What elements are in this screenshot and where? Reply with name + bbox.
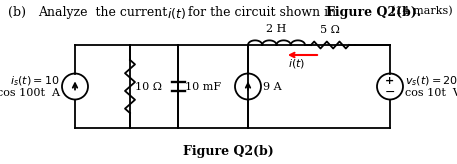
Text: 2 H: 2 H [266, 24, 287, 34]
Text: $i(t)$: $i(t)$ [167, 6, 186, 21]
Text: −: − [385, 86, 395, 99]
Text: cos 10t  V: cos 10t V [405, 88, 457, 98]
Text: Figure Q2(b).: Figure Q2(b). [326, 6, 421, 19]
Text: (14 marks): (14 marks) [391, 6, 453, 16]
Text: for the circuit shown in: for the circuit shown in [184, 6, 340, 19]
Text: +: + [385, 76, 395, 86]
Text: $i(t)$: $i(t)$ [288, 57, 305, 70]
Text: 10 mF: 10 mF [185, 82, 221, 92]
Text: 10 Ω: 10 Ω [135, 82, 162, 92]
Text: 9 A: 9 A [263, 82, 282, 92]
Text: Figure Q2(b): Figure Q2(b) [183, 145, 273, 158]
Text: 5 Ω: 5 Ω [320, 25, 340, 35]
Text: Analyze  the current: Analyze the current [38, 6, 171, 19]
Text: (b): (b) [8, 6, 26, 19]
Text: cos 100t  A: cos 100t A [0, 89, 60, 99]
Text: $v_s(t) = 20$: $v_s(t) = 20$ [405, 75, 457, 88]
Text: $i_s(t) = 10$: $i_s(t) = 10$ [11, 75, 60, 88]
